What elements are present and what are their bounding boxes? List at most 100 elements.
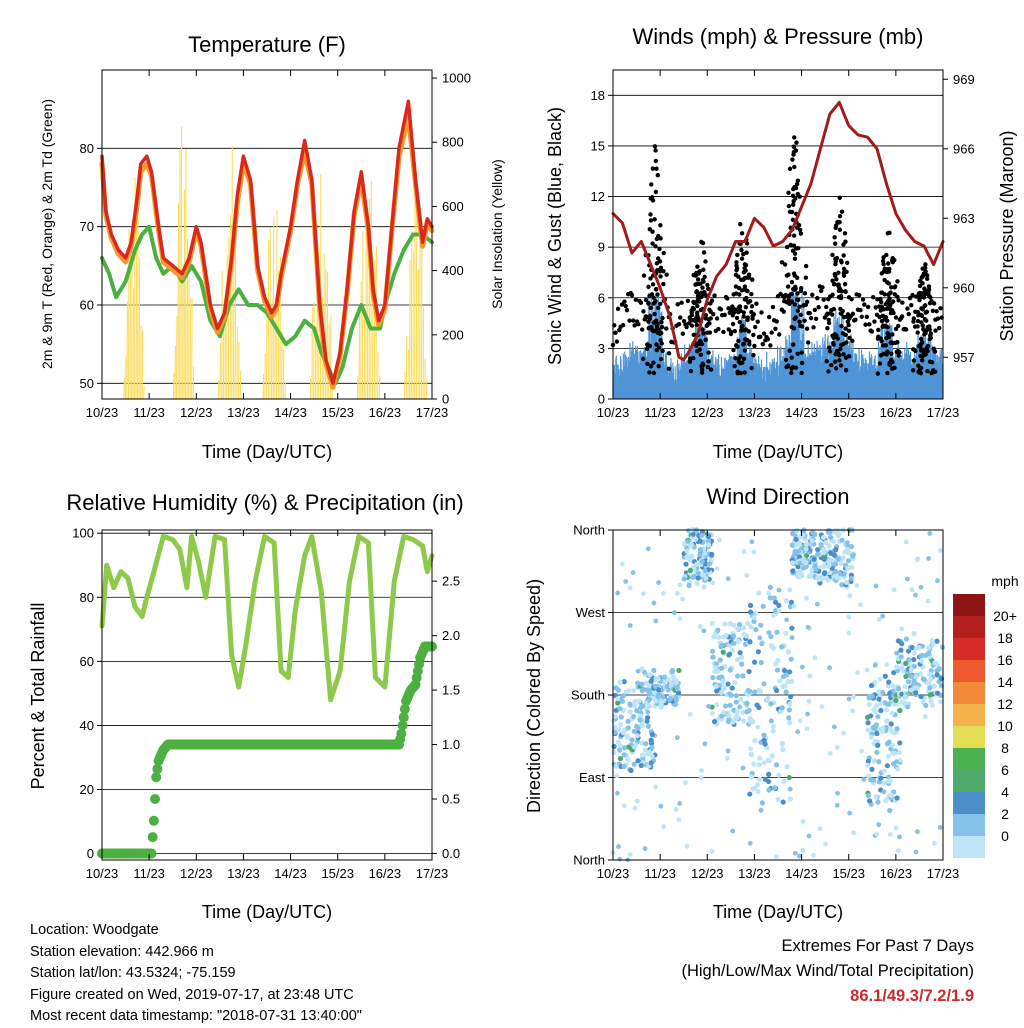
gust-point xyxy=(655,292,659,296)
direction-point xyxy=(685,549,690,554)
direction-point xyxy=(826,528,831,533)
direction-point xyxy=(670,669,675,674)
gust-point xyxy=(692,318,696,322)
temperature-ytick-label: 80 xyxy=(80,141,94,156)
gust-point xyxy=(636,322,640,326)
direction-point xyxy=(630,737,635,742)
extremes-title: Extremes For Past 7 Days xyxy=(681,934,974,959)
direction-point xyxy=(701,628,706,633)
gust-point xyxy=(885,307,889,311)
gust-point xyxy=(740,256,744,260)
direction-point xyxy=(821,551,826,556)
gust-point xyxy=(695,304,699,308)
direction-point xyxy=(626,725,631,730)
direction-point xyxy=(797,561,802,566)
direction-point xyxy=(714,702,719,707)
gust-point xyxy=(701,331,705,335)
gust-point xyxy=(742,357,746,361)
gust-point xyxy=(842,269,846,273)
direction-point xyxy=(647,691,652,696)
direction-point xyxy=(784,764,789,769)
gust-point xyxy=(785,273,789,277)
direction-point xyxy=(771,613,776,618)
gust-point xyxy=(841,253,845,257)
gust-point xyxy=(744,275,748,279)
direction-point xyxy=(766,630,771,635)
direction-point xyxy=(682,576,687,581)
direction-point xyxy=(628,586,633,591)
direction-point xyxy=(711,634,716,639)
direction-point xyxy=(741,766,746,771)
humidity-ylabel: Percent & Total Rainfall xyxy=(28,603,48,790)
direction-point xyxy=(846,631,851,636)
gust-point xyxy=(844,340,848,344)
direction-point xyxy=(710,621,715,626)
direction-point xyxy=(789,679,794,684)
direction-point xyxy=(716,635,721,640)
direction-point xyxy=(698,624,703,629)
gust-point xyxy=(654,287,658,291)
direction-point xyxy=(646,546,651,551)
direction-xtick-label: 10/23 xyxy=(597,866,630,881)
gust-point xyxy=(911,319,915,323)
direction-point xyxy=(926,556,931,561)
direction-point xyxy=(892,588,897,593)
gust-point xyxy=(750,317,754,321)
gust-point xyxy=(742,314,746,318)
direction-point xyxy=(619,714,624,719)
direction-point xyxy=(792,604,797,609)
direction-point xyxy=(855,670,860,675)
direction-point xyxy=(666,677,671,682)
direction-point xyxy=(940,645,945,650)
gust-point xyxy=(732,306,736,310)
winds-panel: Winds (mph) & Pressure (mb) Sonic Wind &… xyxy=(545,24,1017,462)
gust-point xyxy=(826,369,830,373)
direction-point xyxy=(878,677,883,682)
direction-point xyxy=(912,651,917,656)
gust-point xyxy=(853,318,857,322)
gust-point xyxy=(834,333,838,337)
gust-point xyxy=(691,273,695,277)
gust-point xyxy=(659,320,663,324)
gust-point xyxy=(684,325,688,329)
gust-point xyxy=(936,316,940,320)
gust-point xyxy=(839,296,843,300)
direction-point xyxy=(677,801,682,806)
direction-point xyxy=(815,551,820,556)
direction-point xyxy=(617,857,622,862)
gust-point xyxy=(925,346,929,350)
gust-point xyxy=(881,259,885,263)
direction-point xyxy=(760,800,765,805)
direction-point xyxy=(664,684,669,689)
direction-point xyxy=(904,540,909,545)
direction-point xyxy=(676,668,681,673)
direction-point xyxy=(676,690,681,695)
direction-point xyxy=(612,744,617,749)
gust-point xyxy=(796,298,800,302)
gust-point xyxy=(794,140,798,144)
gust-point xyxy=(657,247,661,251)
direction-point xyxy=(719,666,724,671)
direction-ylabel: Direction (Colored By Speed) xyxy=(524,579,544,813)
colorbar-label: 18 xyxy=(997,630,1013,646)
gust-point xyxy=(734,284,738,288)
gust-point xyxy=(800,361,804,365)
direction-point xyxy=(757,762,762,767)
gust-point xyxy=(843,231,847,235)
gust-point xyxy=(738,304,742,308)
humidity-ytick-label: 80 xyxy=(80,590,94,605)
direction-point xyxy=(869,683,874,688)
direction-point xyxy=(650,732,655,737)
direction-point xyxy=(762,760,767,765)
gust-point xyxy=(702,275,706,279)
direction-point xyxy=(748,746,753,751)
gust-point xyxy=(879,300,883,304)
gust-point xyxy=(890,308,894,312)
direction-point xyxy=(620,562,625,567)
gust-point xyxy=(733,329,737,333)
gust-point xyxy=(735,344,739,348)
gust-point xyxy=(648,306,652,310)
direction-point xyxy=(797,542,802,547)
gust-point xyxy=(688,356,692,360)
gust-point xyxy=(912,358,916,362)
